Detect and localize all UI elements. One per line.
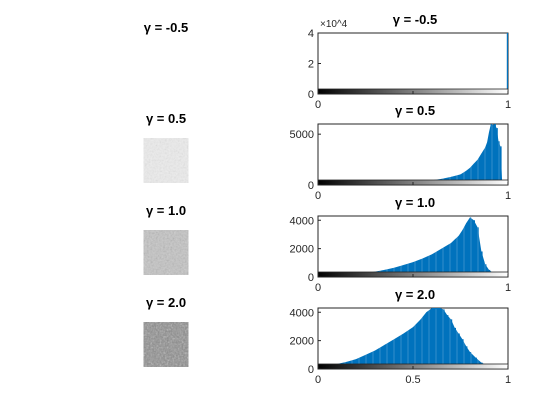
image-title: γ = 2.0 (146, 295, 186, 310)
x-tick-label: 0.5 (405, 374, 420, 386)
histogram-panel-1: 0 2 4 0 1 ×10^4 γ = -0.5 (308, 12, 511, 111)
y-tick-label: 0 (308, 364, 314, 376)
x-tick-label: 0 (315, 374, 321, 386)
histogram-title: γ = 1.0 (395, 195, 435, 210)
y-tick-label: 2 (308, 59, 314, 71)
histogram-bar (506, 33, 508, 94)
histogram-panel-3: 0 2000 4000 0 1 γ = 1.0 (290, 195, 512, 294)
histogram-title: γ = 0.5 (395, 103, 435, 118)
x-tick-label: 1 (505, 190, 511, 202)
x-tick-label: 0 (315, 190, 321, 202)
y-tick-label: 2000 (290, 336, 314, 348)
gamma-image-3 (143, 230, 189, 275)
x-tick-label: 1 (505, 374, 511, 386)
x-tick-label: 0 (315, 282, 321, 294)
y-tick-label: 0 (308, 272, 314, 284)
x-tick-label: 1 (505, 99, 511, 111)
y-tick-label: 0 (308, 89, 314, 101)
y-tick-label: 4 (308, 28, 314, 40)
gamma-image-4 (143, 322, 189, 367)
image-texture (143, 322, 189, 367)
axes-box (317, 32, 509, 95)
y-tick-label: 4000 (290, 307, 314, 319)
histogram-title: γ = -0.5 (393, 12, 437, 27)
y-tick-label: 2000 (290, 244, 314, 256)
image-title: γ = 1.0 (146, 203, 186, 218)
image-texture (143, 230, 189, 275)
histogram-area (337, 217, 501, 277)
gamma-image-2 (143, 138, 189, 183)
x-tick-label: 0 (315, 99, 321, 111)
y-tick-label: 0 (308, 180, 314, 192)
x-tick-label: 1 (505, 282, 511, 294)
image-title: γ = 0.5 (146, 111, 186, 126)
y-tick-label: 5000 (290, 129, 314, 141)
histogram-area (321, 308, 499, 369)
histogram-area (375, 124, 503, 185)
y-exponent-label: ×10^4 (320, 19, 348, 30)
histogram-panel-2: 0 5000 0 1 γ = 0.5 (290, 103, 512, 202)
histogram-panel-4: 0 2000 4000 0 0.5 1 γ = 2.0 (290, 287, 512, 386)
histogram-title: γ = 2.0 (395, 287, 435, 302)
image-title: γ = -0.5 (144, 20, 188, 35)
y-tick-label: 4000 (290, 215, 314, 227)
image-texture (143, 138, 189, 183)
